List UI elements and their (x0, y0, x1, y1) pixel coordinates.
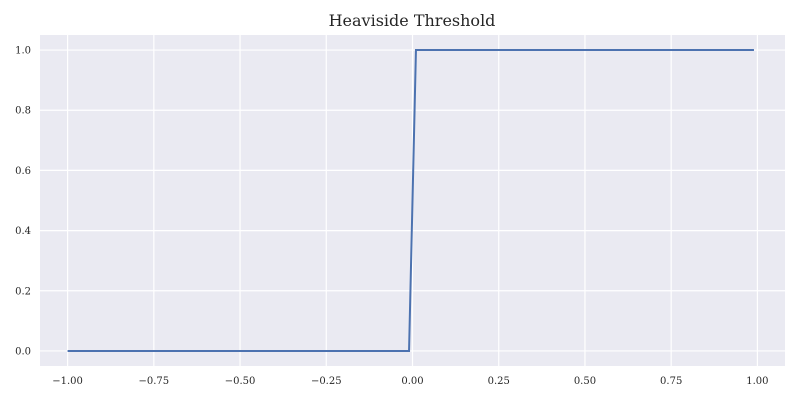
x-tick-label: −0.50 (225, 376, 256, 387)
y-tick-label: 0.6 (15, 166, 31, 177)
x-axis-ticks: −1.00 −0.75 −0.50 −0.25 0.00 0.25 0.50 0.75 1.00 (52, 376, 768, 387)
x-tick-label: 0.75 (660, 376, 682, 387)
y-tick-label: 0.4 (15, 226, 31, 237)
x-tick-label: −1.00 (52, 376, 83, 387)
grid-lines (40, 35, 785, 366)
y-tick-label: 0.2 (15, 286, 31, 297)
series-line (67, 49, 754, 352)
y-axis-ticks: 0.0 0.2 0.4 0.6 0.8 1.0 (15, 46, 31, 358)
x-tick-label: −0.75 (138, 376, 169, 387)
y-tick-label: 0.0 (15, 346, 31, 357)
y-tick-label: 0.8 (15, 106, 31, 117)
series-layer (67, 49, 754, 352)
chart-title: Heaviside Threshold (329, 11, 496, 30)
x-tick-label: −0.25 (311, 376, 342, 387)
x-tick-label: 0.50 (574, 376, 596, 387)
x-tick-label: 0.00 (401, 376, 423, 387)
y-tick-label: 1.0 (15, 46, 31, 57)
x-tick-label: 1.00 (746, 376, 768, 387)
x-tick-label: 0.25 (488, 376, 510, 387)
